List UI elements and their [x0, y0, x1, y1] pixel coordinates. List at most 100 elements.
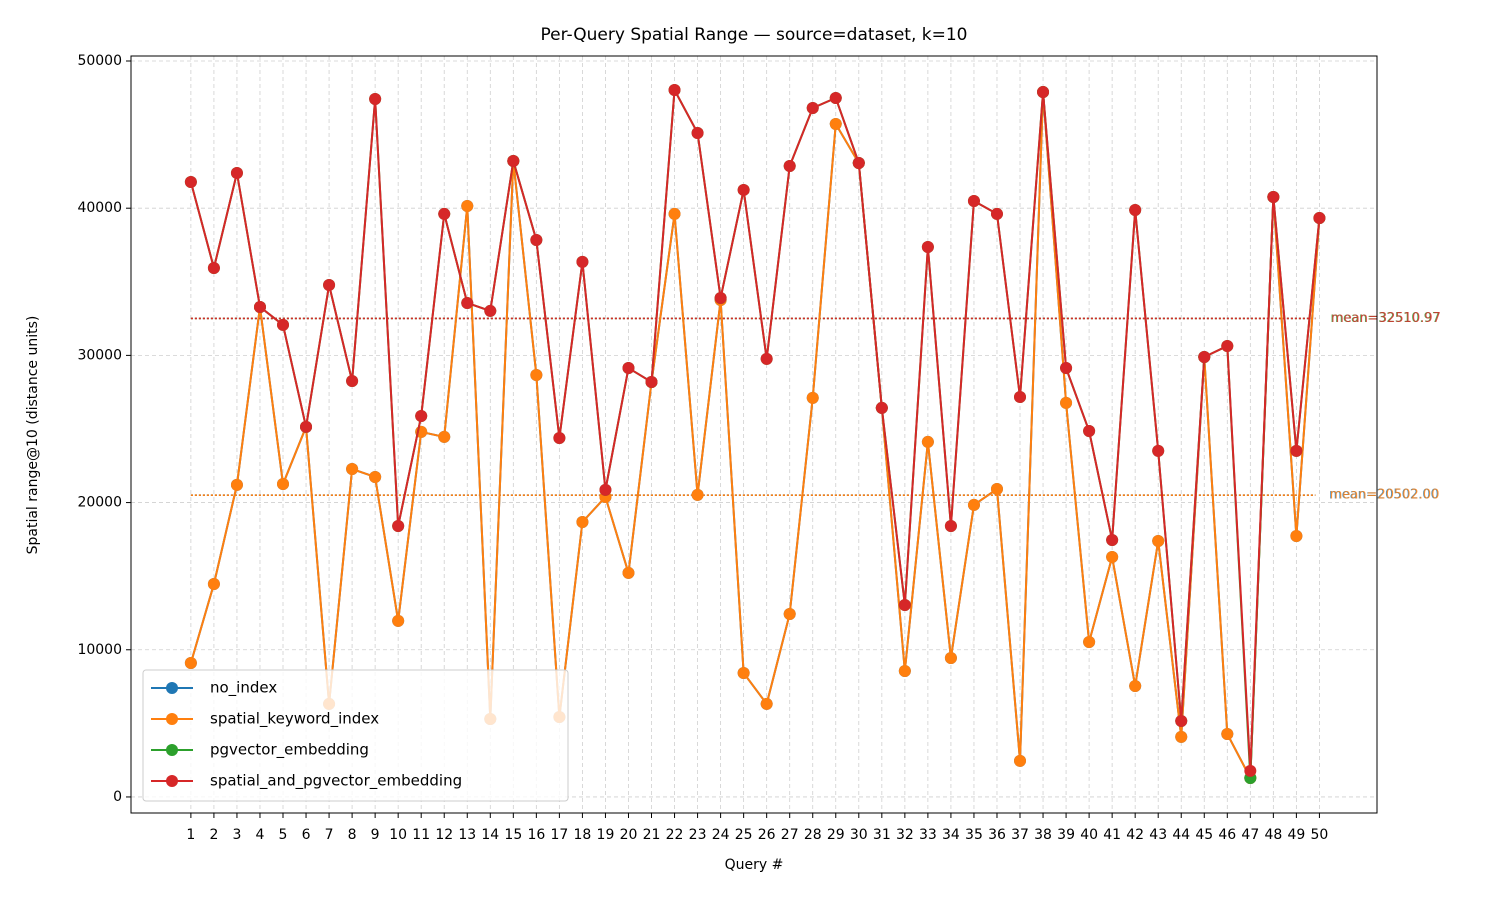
y-tick-label: 20000 — [77, 495, 122, 511]
x-tick-label: 20 — [620, 827, 638, 843]
data-point — [346, 374, 359, 387]
y-tick-label: 40000 — [77, 200, 122, 216]
data-point — [829, 118, 842, 131]
x-tick-label: 41 — [1103, 827, 1121, 843]
x-tick-label: 34 — [942, 827, 960, 843]
x-tick-label: 1 — [186, 827, 195, 843]
data-point — [1290, 444, 1303, 457]
data-point — [967, 194, 980, 207]
data-point — [1083, 425, 1096, 438]
data-point — [829, 91, 842, 104]
x-tick-label: 27 — [781, 827, 799, 843]
series-line — [189, 86, 1321, 771]
data-point — [346, 463, 359, 476]
data-point — [1221, 339, 1234, 352]
data-point — [898, 664, 911, 677]
x-tick-label: 8 — [348, 827, 357, 843]
data-point — [230, 478, 243, 491]
x-tick-label: 21 — [643, 827, 661, 843]
data-point — [1060, 362, 1073, 375]
data-point — [323, 279, 336, 292]
x-tick-label: 10 — [389, 827, 407, 843]
x-tick-label: 9 — [371, 827, 380, 843]
x-tick-label: 33 — [919, 827, 937, 843]
data-point — [1290, 529, 1303, 542]
data-point — [668, 84, 681, 97]
legend-marker — [166, 775, 178, 787]
y-tick-label: 30000 — [77, 347, 122, 363]
data-point — [921, 241, 934, 254]
x-tick-label: 50 — [1311, 827, 1329, 843]
mean-label: mean=32510.97 — [1331, 311, 1441, 326]
x-tick-label: 40 — [1080, 827, 1098, 843]
data-point — [1244, 764, 1257, 777]
data-point — [230, 167, 243, 180]
data-point — [990, 483, 1003, 496]
data-point — [714, 291, 727, 304]
x-tick-label: 37 — [1011, 827, 1029, 843]
mean-label: mean=20502.00 — [1329, 488, 1439, 503]
data-point — [806, 391, 819, 404]
data-point — [760, 697, 773, 710]
data-point — [1175, 730, 1188, 743]
x-tick-label: 4 — [256, 827, 265, 843]
data-point — [392, 614, 405, 627]
legend-label: spatial_and_pgvector_embedding — [210, 772, 462, 791]
legend-marker — [166, 682, 178, 694]
data-point — [576, 255, 589, 268]
data-point — [1198, 351, 1211, 364]
data-point — [1267, 191, 1280, 204]
data-point — [438, 207, 451, 220]
data-point — [599, 483, 612, 496]
data-point — [944, 652, 957, 665]
x-tick-label: 36 — [988, 827, 1006, 843]
y-tick-label: 0 — [113, 789, 122, 805]
x-tick-label: 46 — [1218, 827, 1236, 843]
data-point — [553, 431, 566, 444]
x-tick-label: 24 — [712, 827, 730, 843]
data-point — [1060, 396, 1073, 409]
data-point — [1129, 679, 1142, 692]
data-point — [622, 566, 635, 579]
x-tick-label: 29 — [827, 827, 845, 843]
y-axis-label: Spatial range@10 (distance units) — [25, 316, 41, 555]
legend-label: pgvector_embedding — [210, 741, 369, 760]
data-point — [990, 207, 1003, 220]
x-tick-label: 2 — [209, 827, 218, 843]
data-point — [461, 199, 474, 212]
data-point — [944, 519, 957, 532]
x-tick-label: 43 — [1149, 827, 1167, 843]
x-tick-label: 13 — [458, 827, 476, 843]
legend-box — [142, 669, 569, 802]
x-tick-label: 30 — [850, 827, 868, 843]
data-point — [184, 657, 197, 670]
data-point — [967, 498, 980, 511]
data-point — [1014, 754, 1027, 767]
legend-label: spatial_keyword_index — [210, 710, 379, 729]
x-tick-label: 42 — [1126, 827, 1144, 843]
plot-frame — [130, 55, 1378, 814]
y-tick-label: 50000 — [77, 53, 122, 69]
data-point — [691, 126, 704, 139]
data-point — [645, 376, 658, 389]
data-point — [207, 577, 220, 590]
legend-marker — [166, 744, 178, 756]
x-tick-label: 39 — [1057, 827, 1075, 843]
data-point — [875, 401, 888, 414]
x-tick-label: 48 — [1264, 827, 1282, 843]
data-point — [806, 101, 819, 114]
chart-title: Per-Query Spatial Range — source=dataset… — [541, 25, 968, 45]
x-tick-label: 28 — [804, 827, 822, 843]
data-point — [277, 478, 290, 491]
x-tick-label: 32 — [896, 827, 914, 843]
data-point — [1106, 551, 1119, 564]
x-tick-label: 15 — [504, 827, 522, 843]
data-point — [783, 607, 796, 620]
data-point — [300, 420, 313, 433]
mean-label: mean=32510.97 — [1330, 311, 1440, 326]
x-tick-label: 17 — [550, 827, 568, 843]
series-line — [189, 91, 1321, 782]
data-point — [576, 516, 589, 529]
